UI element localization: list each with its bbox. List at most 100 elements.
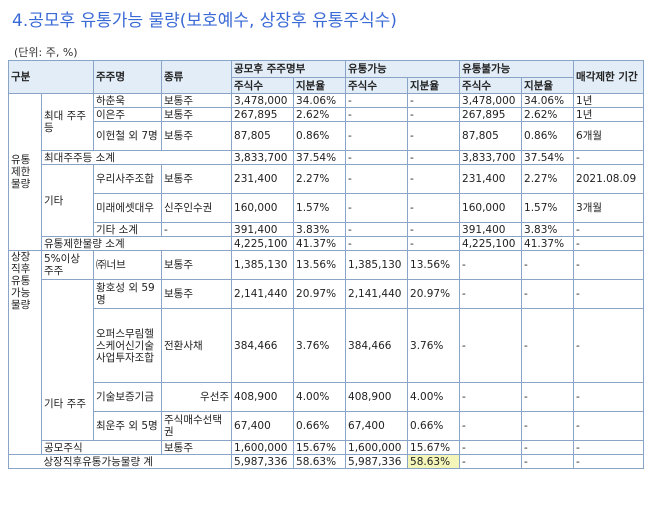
cell-shares: 384,466	[231, 308, 295, 383]
cell-restricted-ratio: 2.27%	[521, 164, 575, 194]
subgroup-label-others2: 기타 주주	[40, 279, 95, 441]
table-row: 이헌철 외 7명 보통주 87,805 0.86% - - 87,805 0.8…	[9, 121, 645, 151]
cell-shares: 4,225,100	[231, 236, 295, 251]
cell-shares: 2,141,440	[231, 279, 295, 309]
cell-shares: 1,385,130	[231, 250, 295, 280]
header-restricted: 유통불가능	[459, 60, 575, 78]
cell-tradable-ratio: 3.76%	[407, 308, 461, 383]
cell-ratio: 58.63%	[293, 454, 347, 469]
cell-shares: 267,895	[231, 107, 295, 122]
cell-tradable-ratio: 0.66%	[407, 411, 461, 441]
cell-lockup: -	[573, 411, 645, 441]
header-row-2: 주식수 지분율 주식수 지분율 주식수 지분율	[9, 77, 644, 94]
cell-tradable-ratio: 4.00%	[407, 382, 461, 412]
label-total: 상장직후유통가능물량 계	[41, 454, 233, 469]
cell-shares: 408,900	[231, 382, 295, 412]
cell-lockup: 1년	[573, 93, 645, 108]
table-row: 오퍼스무림헬스케어신기술사업투자조합 전환사채 384,466 3.76% 38…	[9, 308, 645, 383]
cell-tradable-ratio-highlighted: 58.63%	[407, 454, 461, 469]
label-largest-subtotal: 최대주주등 소계	[40, 150, 233, 165]
header-after-ipo: 공모후 주주명부	[231, 60, 347, 78]
table-row-subtotal: 유통제한물량 소계 4,225,100 41.37% - - 4,225,100…	[9, 236, 645, 251]
table-row-total: 상장직후유통가능물량 계 5,987,336 58.63% 5,987,336 …	[8, 454, 645, 469]
cell-holder: ㈜너브	[93, 250, 163, 280]
cell-tradable-shares: -	[345, 193, 409, 223]
cell-restricted-shares: -	[459, 382, 523, 412]
cell-shares: 87,805	[231, 121, 295, 151]
cell-restricted-shares: -	[459, 411, 523, 441]
cell-tradable-shares: -	[345, 150, 409, 165]
cell-ratio: 15.67%	[293, 440, 347, 455]
cell-holder: 오퍼스무림헬스케어신기술사업투자조합	[93, 308, 163, 383]
cell-tradable-ratio: -	[407, 150, 461, 165]
header-shares: 주식수	[231, 77, 295, 94]
cell-tradable-shares: 2,141,440	[345, 279, 409, 309]
distribution-table: 구분 주주명 종류 공모후 주주명부 유통가능 유통불가능 매각제한 기간 주식…	[7, 60, 645, 469]
cell-restricted-ratio: 1.57%	[521, 193, 575, 223]
cell-tradable-shares: 408,900	[345, 382, 409, 412]
cell-tradable-ratio: -	[407, 222, 461, 237]
cell-shares: 3,833,700	[231, 150, 295, 165]
cell-restricted-ratio: -	[521, 411, 575, 441]
cell-holder: 미래에셋대우	[93, 193, 163, 223]
cell-restricted-shares: 3,478,000	[459, 93, 523, 108]
cell-shares: 1,600,000	[231, 440, 295, 455]
cell-kind: 보통주	[161, 250, 233, 280]
group-label-tradable: 상장 직후 유통 가능 물량	[8, 250, 42, 455]
cell-ratio: 2.62%	[293, 107, 347, 122]
table-row: 상장 직후 유통 가능 물량 5%이상 주주 ㈜너브 보통주 1,385,130…	[8, 250, 645, 455]
cell-ratio: 0.86%	[293, 121, 347, 151]
header-ratio: 지분율	[407, 77, 461, 94]
cell-ratio: 2.27%	[293, 164, 347, 194]
header-holder: 주주명	[93, 60, 163, 94]
cell-shares: 160,000	[231, 193, 295, 223]
cell-restricted-ratio: -	[521, 308, 575, 383]
cell-ratio: 1.57%	[293, 193, 347, 223]
cell-restricted-ratio: -	[521, 454, 575, 469]
cell-tradable-ratio: 20.97%	[407, 279, 461, 309]
cell-tradable-shares: -	[345, 236, 409, 251]
cell-tradable-ratio: 15.67%	[407, 440, 461, 455]
cell-tradable-shares: 5,987,336	[345, 454, 409, 469]
cell-tradable-ratio: -	[407, 107, 461, 122]
cell-holder: 우리사주조합	[93, 164, 163, 194]
cell-restricted-ratio: 41.37%	[521, 236, 575, 251]
header-tradable: 유통가능	[345, 60, 461, 78]
cell-holder: 이은주	[93, 107, 163, 122]
header-ratio: 지분율	[293, 77, 347, 94]
cell-ratio: 20.97%	[293, 279, 347, 309]
cell-shares: 3,478,000	[231, 93, 295, 108]
table-row: 기타 우리사주조합 보통주 231,400 2.27% - - 231,400 …	[9, 164, 645, 237]
subgroup-label-over5: 5%이상 주주	[40, 250, 95, 280]
cell-lockup: -	[573, 150, 645, 165]
table-row: 기술보증기금 우선주 408,900 4.00% 408,900 4.00% -…	[9, 382, 645, 412]
cell-shares: 67,400	[231, 411, 295, 441]
cell-restricted-ratio: 37.54%	[521, 150, 575, 165]
page-title: 4.공모후 유통가능 물량(보호예수, 상장후 유통주식수)	[12, 11, 397, 31]
cell-lockup: -	[573, 382, 645, 412]
cell-ratio: 41.37%	[293, 236, 347, 251]
cell-holder: 최운주 외 5명	[93, 411, 163, 441]
cell-holder: 이헌철 외 7명	[93, 121, 163, 151]
cell-tradable-ratio: -	[407, 236, 461, 251]
cell-tradable-shares: 1,385,130	[345, 250, 409, 280]
cell-restricted-shares: 231,400	[459, 164, 523, 194]
cell-tradable-ratio: -	[407, 193, 461, 223]
cell-restricted-ratio: -	[521, 440, 575, 455]
cell-holder: 기술보증기금	[93, 382, 163, 412]
cell-tradable-ratio: -	[407, 121, 461, 151]
label-public: 공모주식	[40, 440, 163, 455]
table-row: 이은주 보통주 267,895 2.62% - - 267,895 2.62% …	[9, 107, 645, 122]
cell-lockup: -	[573, 279, 645, 309]
cell-restricted-ratio: 0.86%	[521, 121, 575, 151]
cell-ratio: 3.83%	[293, 222, 347, 237]
cell-restricted-ratio: -	[521, 279, 575, 309]
cell-tradable-ratio: -	[407, 164, 461, 194]
cell-kind: 보통주	[161, 107, 233, 122]
cell-kind: 보통주	[161, 164, 233, 194]
cell-holder: 황호성 외 59명	[93, 279, 163, 309]
cell-restricted-ratio: 34.06%	[521, 93, 575, 108]
cell-ratio: 34.06%	[293, 93, 347, 108]
cell-tradable-shares: -	[345, 107, 409, 122]
cell-restricted-ratio: 3.83%	[521, 222, 575, 237]
